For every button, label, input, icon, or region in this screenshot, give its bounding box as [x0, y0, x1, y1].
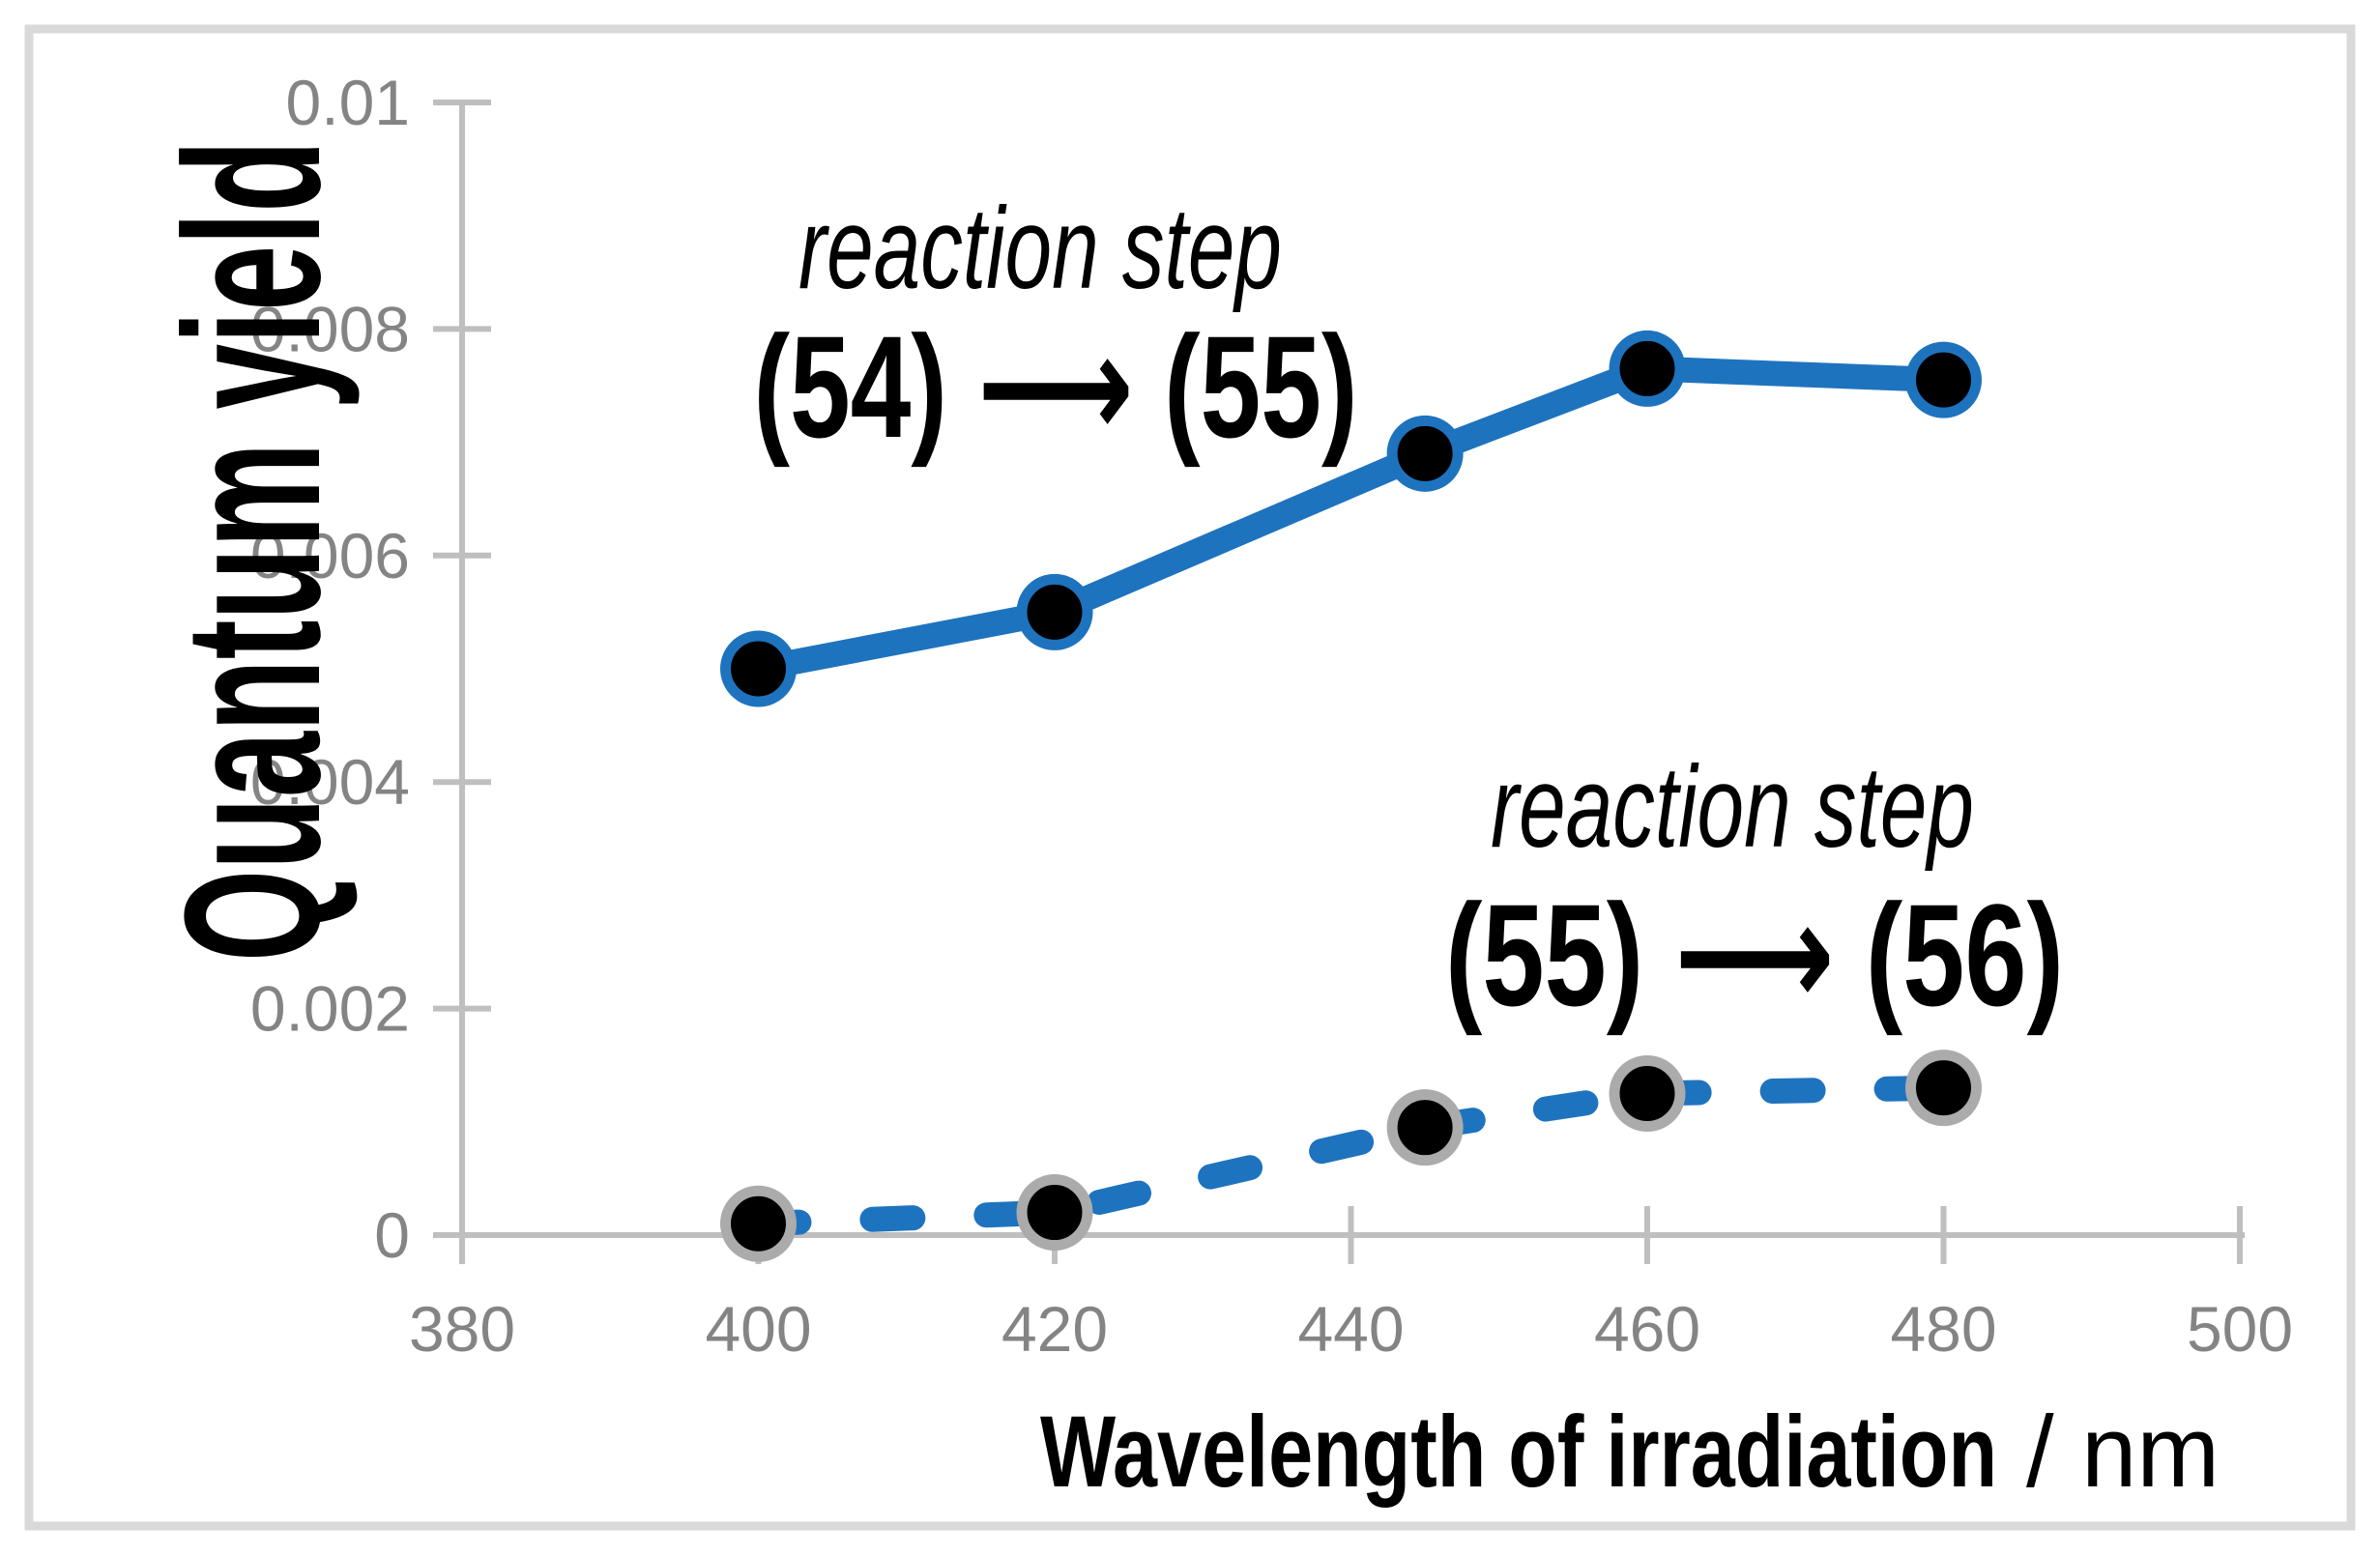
annotation-label-2: reaction step — [1491, 742, 1974, 872]
y-axis-title: Quantum yield — [145, 140, 361, 962]
x-tick-label-400: 400 — [705, 1293, 811, 1365]
x-tick-label-460: 460 — [1594, 1293, 1700, 1365]
y-tick-label-0: 0 — [374, 1199, 410, 1271]
x-tick-label-500: 500 — [2187, 1293, 2293, 1365]
annotation-label-1: reaction step — [798, 184, 1282, 313]
x-tick-label-420: 420 — [1001, 1293, 1108, 1365]
data-point-solid-400nm — [720, 630, 797, 707]
y-tick-label-0.01: 0.01 — [286, 67, 410, 138]
data-point-solid-480nm — [1905, 341, 1982, 418]
x-tick-label-480: 480 — [1890, 1293, 1996, 1365]
data-point-solid-420nm — [1016, 573, 1093, 650]
series-line-dashed-55-56 — [745, 1075, 1957, 1237]
y-tick-label-0.002: 0.002 — [250, 973, 410, 1045]
chart-frame-border — [24, 24, 2356, 1531]
data-point-dashed-480nm — [1905, 1050, 1982, 1127]
annotation-formula-2: (55) ⟶ (56) — [1445, 874, 2064, 1036]
data-point-dashed-400nm — [720, 1185, 797, 1262]
annotation-formula-1: (54) ⟶ (55) — [754, 305, 1358, 468]
y-tick-label-0.008: 0.008 — [250, 293, 410, 364]
x-axis-title-unit: / nm — [2026, 1396, 2220, 1509]
y-tick-label-0.004: 0.004 — [250, 746, 410, 818]
y-tick-label-0.006: 0.006 — [250, 520, 410, 591]
x-axis-title: Wavelength of irradiation — [1040, 1396, 1997, 1509]
x-tick-label-380: 380 — [409, 1293, 515, 1365]
data-point-solid-460nm — [1609, 330, 1686, 407]
data-point-dashed-445nm — [1386, 1089, 1464, 1166]
x-tick-label-440: 440 — [1297, 1293, 1404, 1365]
data-point-dashed-460nm — [1609, 1055, 1686, 1132]
data-point-solid-445nm — [1386, 415, 1464, 492]
data-point-dashed-420nm — [1016, 1174, 1093, 1252]
